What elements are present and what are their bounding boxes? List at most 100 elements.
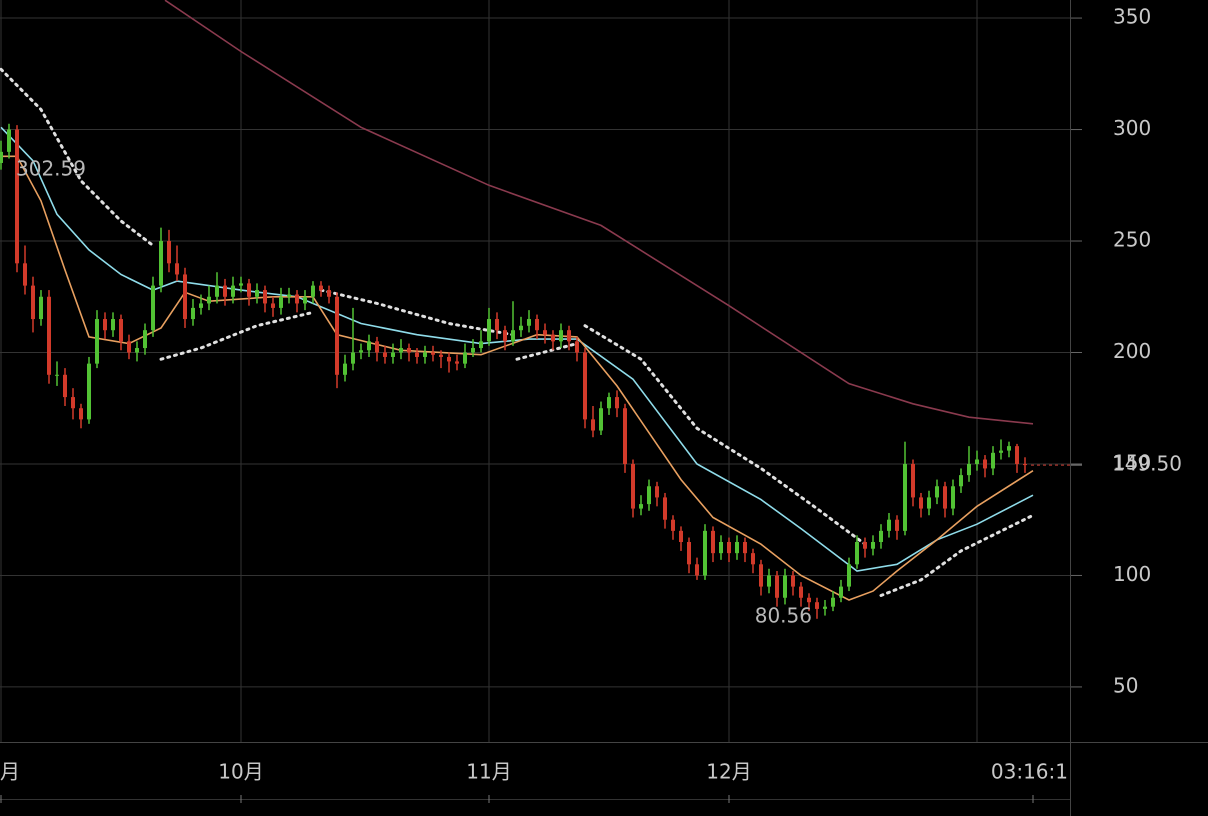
- candle-body: [183, 274, 187, 320]
- candle-body: [71, 397, 75, 409]
- candle-body: [55, 374, 59, 376]
- candle-body: [655, 486, 659, 498]
- candle-body: [375, 341, 379, 353]
- candle-body: [15, 129, 19, 264]
- y-tick-label: 50: [1113, 673, 1138, 697]
- candle-body: [879, 530, 883, 543]
- candle-body: [23, 263, 27, 286]
- candle-body: [135, 348, 139, 353]
- candle-body: [847, 564, 851, 587]
- candle-body: [255, 290, 259, 297]
- candle-body: [503, 330, 507, 342]
- candle-body: [663, 497, 667, 520]
- candle-body: [687, 542, 691, 565]
- y-tick-label: 250: [1113, 228, 1151, 252]
- candle-body: [759, 564, 763, 587]
- candle-body: [959, 475, 963, 487]
- candle-body: [855, 542, 859, 565]
- candle-body: [247, 283, 251, 297]
- candle-body: [719, 542, 723, 554]
- candle-body: [735, 542, 739, 554]
- candle-body: [39, 296, 43, 320]
- candle-body: [295, 294, 299, 304]
- candle-body: [151, 285, 155, 331]
- candle-body: [47, 296, 51, 375]
- candle-body: [927, 497, 931, 509]
- candle-body: [343, 363, 347, 375]
- candle-body: [231, 285, 235, 297]
- candle-body: [623, 408, 627, 464]
- candle-body: [911, 463, 915, 498]
- candle-body: [319, 285, 323, 291]
- candle-body: [527, 319, 531, 326]
- candle-body: [311, 285, 315, 297]
- candle-body: [999, 450, 1003, 453]
- candle-body: [1007, 446, 1011, 451]
- candle-body: [199, 303, 203, 308]
- candle-body: [519, 325, 523, 331]
- x-tick-label: 12月: [706, 760, 751, 784]
- candle-body: [431, 352, 435, 355]
- candle-body: [727, 542, 731, 554]
- candle-body: [647, 486, 651, 505]
- candle-body: [559, 330, 563, 342]
- candle-body: [967, 463, 971, 476]
- candle-body: [975, 459, 979, 464]
- candle-body: [383, 352, 387, 357]
- candle-body: [263, 290, 267, 304]
- candle-body: [303, 296, 307, 304]
- candle-body: [567, 330, 571, 342]
- candle-body: [807, 597, 811, 603]
- candle-body: [95, 319, 99, 364]
- candle-body: [775, 575, 779, 598]
- candle-body: [935, 486, 939, 498]
- ma-line: [1, 155, 1034, 601]
- candle-body: [943, 486, 947, 509]
- candle-body: [823, 606, 827, 609]
- candle-body: [751, 553, 755, 565]
- candle-body: [679, 530, 683, 543]
- candle-body: [207, 296, 211, 304]
- candle-body: [903, 463, 907, 531]
- candle-body: [471, 348, 475, 353]
- candle-body: [351, 352, 355, 364]
- candle-body: [895, 519, 899, 531]
- candle-body: [495, 319, 499, 331]
- candle-body: [407, 348, 411, 353]
- candle-body: [575, 341, 579, 353]
- x-tick-label: 月: [0, 760, 20, 784]
- candle-body: [983, 459, 987, 469]
- candle-body: [839, 586, 843, 598]
- plot-area: 302.59 80.56: [0, 0, 1070, 742]
- candle-body: [743, 542, 747, 554]
- candle-body: [583, 352, 587, 420]
- candle-body: [551, 334, 555, 342]
- candle-body: [671, 519, 675, 531]
- candle-body: [1023, 463, 1027, 466]
- candle-body: [327, 290, 331, 297]
- last-price-label: 149.50: [1112, 452, 1182, 476]
- candle-body: [639, 504, 643, 509]
- candle-body: [615, 397, 619, 409]
- x-tick-label: 11月: [466, 760, 511, 784]
- extreme-label: 80.56: [755, 603, 812, 627]
- y-tick-label: 200: [1113, 339, 1151, 363]
- ma-line: [515, 342, 579, 361]
- candle-body: [0, 151, 3, 163]
- ma-line: [879, 513, 1035, 597]
- candle-body: [415, 352, 419, 357]
- candle-body: [447, 356, 451, 362]
- ma-line: [319, 288, 515, 337]
- candle-body: [767, 575, 771, 587]
- candle-body: [143, 330, 147, 349]
- y-tick-label: 150: [1113, 450, 1151, 474]
- candle-body: [479, 341, 483, 349]
- candle-body: [535, 319, 539, 331]
- candle-body: [991, 452, 995, 469]
- candle-body: [799, 586, 803, 598]
- candle-body: [63, 374, 67, 398]
- candle-body: [31, 285, 35, 320]
- candle-body: [79, 408, 83, 420]
